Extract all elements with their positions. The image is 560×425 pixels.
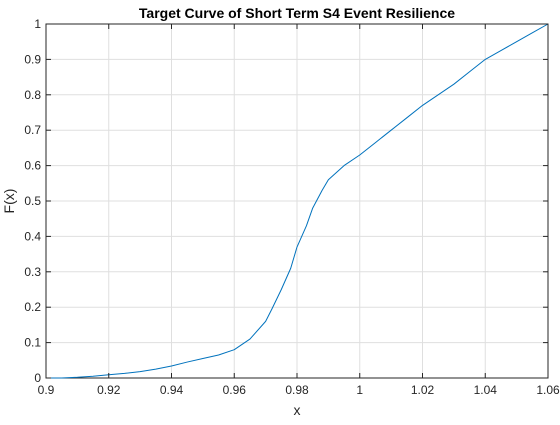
x-tick-label: 0.96 xyxy=(223,383,247,397)
tick-layer: 0.9 0.92 0.94 0.96 0.98 1 1.02 1.04 1.06 0 0.1 0.2 0… xyxy=(24,17,560,397)
y-tick-label: 1 xyxy=(34,17,41,31)
y-tick-label: 0.7 xyxy=(24,123,41,137)
x-tick-label: 0.94 xyxy=(160,383,184,397)
y-tick-label: 0.9 xyxy=(24,52,41,66)
x-tick-label: 1.02 xyxy=(411,383,435,397)
y-axis-label: F(x) xyxy=(1,189,17,214)
x-tick-label: 1 xyxy=(356,383,363,397)
series-layer xyxy=(46,23,549,379)
y-tick-label: 0.1 xyxy=(24,336,41,350)
y-tick-label: 0.3 xyxy=(24,265,41,279)
x-tick-label: 1.04 xyxy=(474,383,498,397)
y-tick-label: 0.5 xyxy=(24,194,41,208)
x-tick-label: 0.98 xyxy=(285,383,309,397)
y-tick-label: 0.6 xyxy=(24,159,41,173)
grid xyxy=(45,23,549,379)
x-tick-label: 1.06 xyxy=(536,383,560,397)
chart-title: Target Curve of Short Term S4 Event Resi… xyxy=(139,5,455,21)
y-tick-label: 0 xyxy=(34,371,41,385)
y-tick-label: 0.2 xyxy=(24,300,41,314)
x-axis-label: x xyxy=(294,402,301,418)
series-line-0 xyxy=(46,23,549,379)
y-tick-label: 0.8 xyxy=(24,88,41,102)
y-tick-label: 0.4 xyxy=(24,229,41,243)
x-tick-label: 0.9 xyxy=(38,383,55,397)
x-tick-label: 0.92 xyxy=(97,383,121,397)
